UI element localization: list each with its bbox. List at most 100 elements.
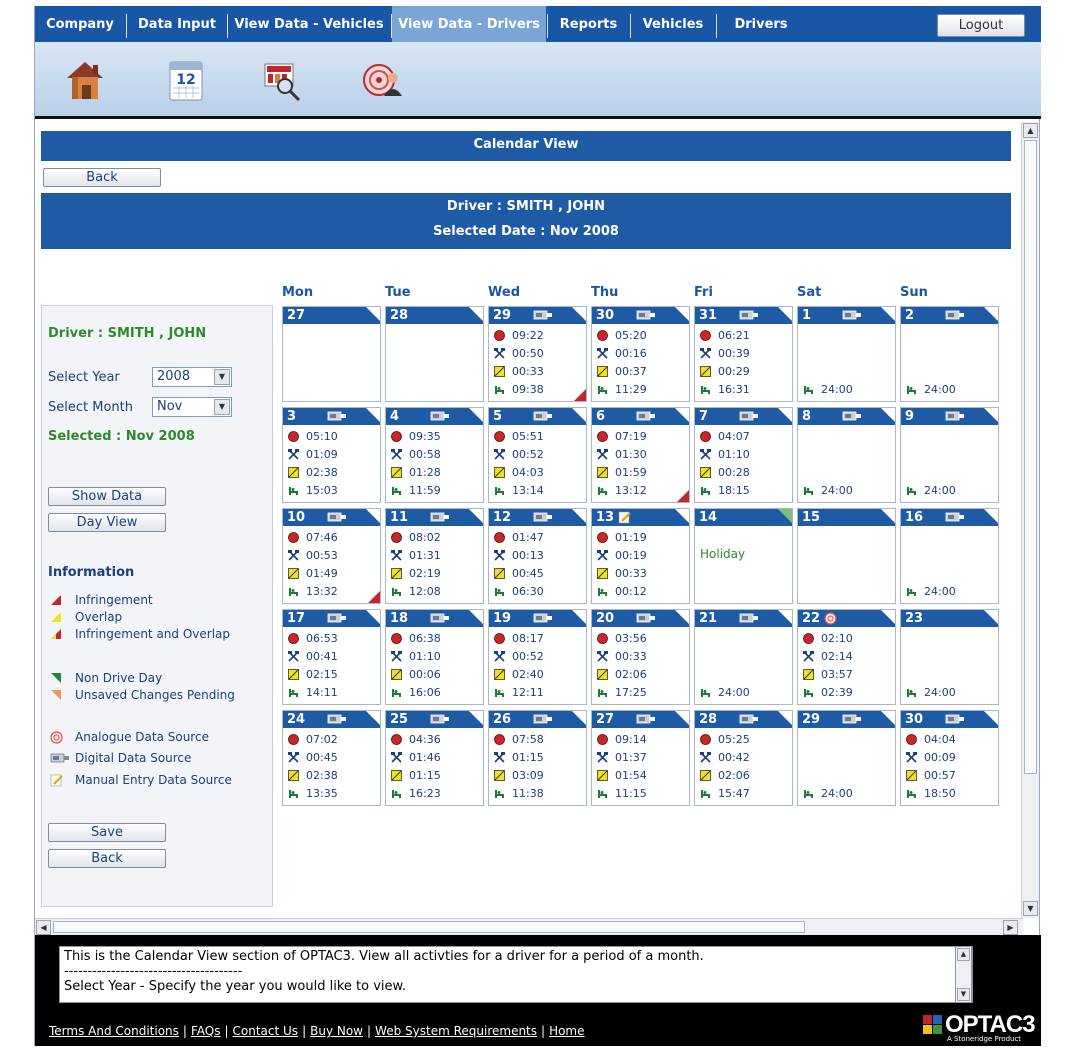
nav-tab-company[interactable]: Company xyxy=(46,17,114,32)
activity-duration: 00:57 xyxy=(924,769,956,782)
calendar-day-cell[interactable]: 13 01:19 00:19 00:33 00:12 xyxy=(591,508,690,604)
scroll-left-icon[interactable]: ◀ xyxy=(36,920,51,935)
footer-link-contact-us[interactable]: Contact Us xyxy=(232,1024,299,1038)
rest-icon xyxy=(597,788,608,799)
vertical-scrollbar[interactable]: ▲ ▼ xyxy=(1021,122,1039,918)
help-scrollbar[interactable]: ▲ ▼ xyxy=(955,946,972,1003)
calendar-day-cell[interactable]: 28 xyxy=(385,306,484,402)
calendar-day-cell[interactable]: 23 24:00 xyxy=(900,609,999,705)
nav-tab-data-input[interactable]: Data Input xyxy=(138,17,216,32)
avail-icon xyxy=(391,467,402,478)
activity-duration: 03:09 xyxy=(512,769,544,782)
calendar-day-cell[interactable]: 6 07:19 01:30 01:59 13:12 xyxy=(591,407,690,503)
scroll-right-icon[interactable]: ▶ xyxy=(1003,920,1018,935)
nav-tab-reports[interactable]: Reports xyxy=(559,17,618,32)
calendar-day-cell[interactable]: 7 04:07 01:10 00:28 18:15 xyxy=(694,407,793,503)
calendar-day-cell[interactable]: 21 24:00 xyxy=(694,609,793,705)
activity-duration: 03:57 xyxy=(821,668,853,681)
calendar-day-cell[interactable]: 30 04:04 00:09 00:57 18:50 xyxy=(900,710,999,806)
year-select[interactable]: 2008 ▼ xyxy=(152,367,232,387)
calendar-day-cell[interactable]: 24 07:02 00:45 02:38 13:35 xyxy=(282,710,381,806)
day-number: 2 xyxy=(905,308,915,323)
calendar-day-cell[interactable]: 27 xyxy=(282,306,381,402)
calendar-day-cell[interactable]: 18 06:38 01:10 00:06 16:06 xyxy=(385,609,484,705)
rest-icon xyxy=(288,788,299,799)
work-icon xyxy=(494,752,505,763)
calendar-day-cell[interactable]: 8 24:00 xyxy=(797,407,896,503)
scroll-up-icon[interactable]: ▲ xyxy=(1023,123,1038,138)
calendar-day-cell[interactable]: 11 08:02 01:31 02:19 12:08 xyxy=(385,508,484,604)
activity-duration: 00:33 xyxy=(615,650,647,663)
footer-link-web-system-requirements[interactable]: Web System Requirements xyxy=(375,1024,538,1038)
footer-link-home[interactable]: Home xyxy=(549,1024,585,1038)
show-data-button[interactable]: Show Data xyxy=(48,487,166,506)
calendar-day-cell[interactable]: 28 05:25 00:42 02:06 15:47 xyxy=(694,710,793,806)
calendar-day-cell[interactable]: 5 05:51 00:52 04:03 13:14 xyxy=(488,407,587,503)
corner-flag xyxy=(675,711,689,725)
logout-button[interactable]: Logout xyxy=(937,14,1025,37)
calendar-day-cell[interactable]: 17 06:53 00:41 02:15 14:11 xyxy=(282,609,381,705)
search-report-icon[interactable] xyxy=(261,56,309,104)
calendar-day-cell[interactable]: 16 24:00 xyxy=(900,508,999,604)
nav-tab-vehicles[interactable]: Vehicles xyxy=(642,17,704,32)
help-text-box[interactable]: This is the Calendar View section of OPT… xyxy=(59,946,973,1003)
footer-link-buy-now[interactable]: Buy Now xyxy=(310,1024,363,1038)
day-header: 28 xyxy=(386,307,483,324)
calendar-day-cell[interactable]: 20 03:56 00:33 02:06 17:25 xyxy=(591,609,690,705)
nav-tab-drivers[interactable]: Drivers xyxy=(734,17,788,32)
calendar-day-cell[interactable]: 4 09:35 00:58 01:28 11:59 xyxy=(385,407,484,503)
footer-link-terms-and-conditions[interactable]: Terms And Conditions xyxy=(49,1024,179,1038)
back-button-bottom[interactable]: Back xyxy=(48,849,166,868)
activity-duration: 09:38 xyxy=(512,383,544,396)
activity-duration: 00:41 xyxy=(306,650,338,663)
month-select[interactable]: Nov ▼ xyxy=(152,397,232,417)
calendar-day-cell[interactable]: 9 24:00 xyxy=(900,407,999,503)
chevron-down-icon[interactable]: ▼ xyxy=(214,399,230,415)
scroll-thumb-horizontal[interactable] xyxy=(53,921,805,933)
day-view-button[interactable]: Day View xyxy=(48,513,166,532)
nav-tab-view-data-vehicles[interactable]: View Data - Vehicles xyxy=(234,17,384,32)
calendar-day-cell[interactable]: 31 06:21 00:39 00:29 16:31 xyxy=(694,306,793,402)
calendar-day-cell[interactable]: 3 05:10 01:09 02:38 15:03 xyxy=(282,407,381,503)
rest-icon xyxy=(494,384,505,395)
driver-analogue-icon[interactable] xyxy=(359,56,407,104)
digital-source-icon xyxy=(842,713,862,730)
scroll-up-icon[interactable]: ▲ xyxy=(957,948,970,961)
calendar-day-cell[interactable]: 14 Holiday xyxy=(694,508,793,604)
save-button[interactable]: Save xyxy=(48,823,166,842)
calendar-icon[interactable]: 12 xyxy=(163,56,211,104)
day-header: 17 xyxy=(283,610,380,627)
back-button-top[interactable]: Back xyxy=(43,168,161,187)
legend-label: Infringement and Overlap xyxy=(75,627,230,641)
calendar-day-cell[interactable]: 12 01:47 00:13 00:45 06:30 xyxy=(488,508,587,604)
calendar-day-cell[interactable]: 29 24:00 xyxy=(797,710,896,806)
work-icon xyxy=(700,752,711,763)
calendar-day-cell[interactable]: 15 xyxy=(797,508,896,604)
corner-flag xyxy=(572,307,586,321)
calendar-day-cell[interactable]: 22 02:10 02:14 03:57 02:39 xyxy=(797,609,896,705)
scroll-thumb[interactable] xyxy=(1024,140,1037,774)
calendar-day-cell[interactable]: 19 08:17 00:52 02:40 12:11 xyxy=(488,609,587,705)
chevron-down-icon[interactable]: ▼ xyxy=(214,369,230,385)
home-icon[interactable] xyxy=(61,56,109,104)
work-icon xyxy=(288,752,299,763)
calendar-day-cell[interactable]: 10 07:46 00:53 01:49 13:32 xyxy=(282,508,381,604)
calendar-day-cell[interactable]: 29 09:22 00:50 00:33 09:38 xyxy=(488,306,587,402)
horizontal-scrollbar[interactable]: ◀ ▶ xyxy=(35,918,1023,935)
calendar-day-cell[interactable]: 25 04:36 01:46 01:15 16:23 xyxy=(385,710,484,806)
calendar-day-cell[interactable]: 26 07:58 01:15 03:09 11:38 xyxy=(488,710,587,806)
footer-link-faqs[interactable]: FAQs xyxy=(190,1024,221,1038)
calendar-day-cell[interactable]: 2 24:00 xyxy=(900,306,999,402)
legend-label: Manual Entry Data Source xyxy=(75,773,232,787)
calendar-day-cell[interactable]: 1 24:00 xyxy=(797,306,896,402)
digital-source-icon xyxy=(636,309,656,326)
nav-separator xyxy=(547,14,548,38)
corner-flag xyxy=(881,711,895,725)
scroll-down-icon[interactable]: ▼ xyxy=(957,988,970,1001)
calendar-day-cell[interactable]: 27 09:14 01:37 01:54 11:15 xyxy=(591,710,690,806)
calendar-day-cell[interactable]: 30 05:20 00:16 00:37 11:29 xyxy=(591,306,690,402)
scroll-down-icon[interactable]: ▼ xyxy=(1023,901,1038,916)
activity-duration: 07:19 xyxy=(615,430,647,443)
work-icon xyxy=(494,449,505,460)
nav-tab-view-data-drivers[interactable]: View Data - Drivers xyxy=(392,6,546,42)
